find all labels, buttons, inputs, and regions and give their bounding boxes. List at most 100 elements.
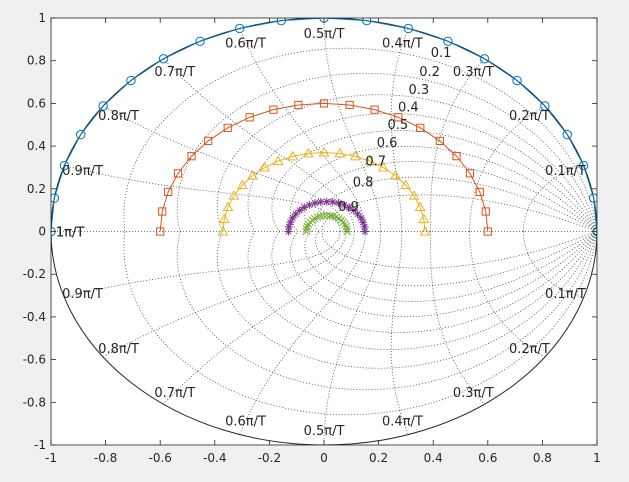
frequency-labels: 0.1π/T 0.1π/T 0.2π/T 0.2π/T 0.3π/T 0.3π/T 0.4π… [56,27,586,439]
square-marker-18 [164,187,173,197]
damping-line-mirror-0.2 [176,231,597,391]
asterisk-marker-18 [286,218,295,227]
triangle-marker-5 [389,170,401,180]
x-marker-marker-1 [343,225,351,233]
damping-line-0.8 [315,176,597,232]
asterisk-marker-17 [288,213,297,222]
square-marker-19 [158,207,167,216]
frequency-line-0.5 [323,18,382,232]
asterisk-marker-2 [359,218,368,227]
damping-label: 0.3 [408,83,429,98]
series-square [156,99,492,236]
frequency-label: 0.7π/T [154,386,195,401]
frequency-line-0.2 [469,105,546,232]
y-tick-label: -0.6 [23,353,46,367]
square-marker-10 [319,99,329,108]
circle-marker-8 [403,23,414,34]
damping-line-mirror-0.1 [123,231,597,416]
frequency-line-mirror-0.3 [429,231,485,405]
y-tick-label: 0.2 [27,182,46,196]
series-x-marker [302,211,351,236]
triangle-marker-12 [287,150,299,161]
circle-marker-17 [76,129,86,140]
square-marker-4 [452,152,461,161]
damping-line-mirror-0.8 [315,231,597,287]
triangle-marker-6 [377,161,389,172]
asterisk-marker-4 [353,209,362,218]
x-tick-label: -0.6 [148,451,171,465]
asterisk-marker-8 [334,199,343,208]
asterisk-marker-1 [360,222,369,231]
damping-label: 0.7 [365,155,386,170]
damping-line-0.6 [290,145,597,232]
square-marker-14 [223,123,232,132]
x-tick-label: 1 [593,451,601,465]
circle-marker-2 [578,160,589,171]
asterisk-marker-16 [291,209,300,218]
series-circle [51,18,597,237]
circle-marker-11 [276,18,286,26]
damping-label: 0.5 [388,118,409,133]
frequency-label: 0.6π/T [225,414,266,429]
triangle-marker-19 [218,213,230,224]
asterisk-marker-20 [284,227,293,236]
frequency-line-0.7 [163,58,355,232]
square-marker-17 [173,169,183,178]
triangle-marker-15 [247,170,259,180]
series-line-square [159,102,489,232]
triangle-marker-10 [318,146,330,157]
y-tick-label: -1 [34,438,46,452]
frequency-label: 0.4π/T [382,414,423,429]
circle-marker-18 [59,160,70,171]
square-marker-1 [481,207,490,216]
damping-line-mirror-0.7 [304,231,597,302]
frequency-label: 0.8π/T [98,342,139,357]
frequency-label: 1π/T [56,226,84,241]
damping-label: 0.2 [419,65,440,80]
series-triangle [217,146,431,236]
x-tick-label: -0.8 [94,451,117,465]
frequency-line-0.9 [64,165,341,232]
square-marker-7 [394,113,403,122]
asterisk-marker-6 [345,203,354,212]
frequency-label: 0.8π/T [98,109,139,124]
square-marker-2 [475,187,484,197]
y-tick-label: 0.6 [27,96,46,110]
frequency-label: 0.4π/T [382,37,423,52]
asterisk-marker-0 [360,227,369,236]
asterisk-marker-14 [300,203,309,212]
x-marker-marker-19 [302,225,311,233]
triangle-marker-17 [228,190,240,200]
y-tick-label: 0 [38,225,46,239]
circle-marker-1 [588,193,597,203]
triangle-marker-4 [400,179,412,190]
y-tick-label: 0.4 [27,139,46,153]
frequency-label: 0.2π/T [509,342,550,357]
y-tick-label: -0.2 [23,267,46,281]
plot-area: 0.10.20.30.40.50.60.70.80.90.1π/T0.1π/T0… [51,18,597,445]
triangle-marker-1 [418,213,430,224]
series-line-circle [51,18,597,232]
square-marker-0 [483,227,492,236]
circle-marker-14 [158,54,169,64]
frequency-label: 0.9π/T [62,287,103,302]
frequency-label: 0.9π/T [62,164,103,179]
triangle-marker-3 [408,190,420,200]
y-tick-label: -0.8 [23,395,46,409]
series-line-triangle [222,151,426,232]
triangle-marker-8 [349,150,361,161]
frequency-label: 0.3π/T [453,65,494,80]
asterisk-marker-13 [305,200,314,209]
asterisk-marker-11 [316,197,325,206]
frequency-line-0.1 [523,165,584,232]
circle-marker-13 [195,36,205,46]
square-marker-3 [465,169,475,178]
square-marker-20 [156,227,165,236]
square-marker-11 [294,100,303,110]
damping-label: 0.4 [398,101,419,116]
triangle-marker-18 [222,201,234,212]
circle-marker-12 [234,23,245,34]
frequency-label: 0.3π/T [453,386,494,401]
frequency-line-0.3 [429,58,485,232]
frequency-line-mirror-0.2 [469,231,546,358]
